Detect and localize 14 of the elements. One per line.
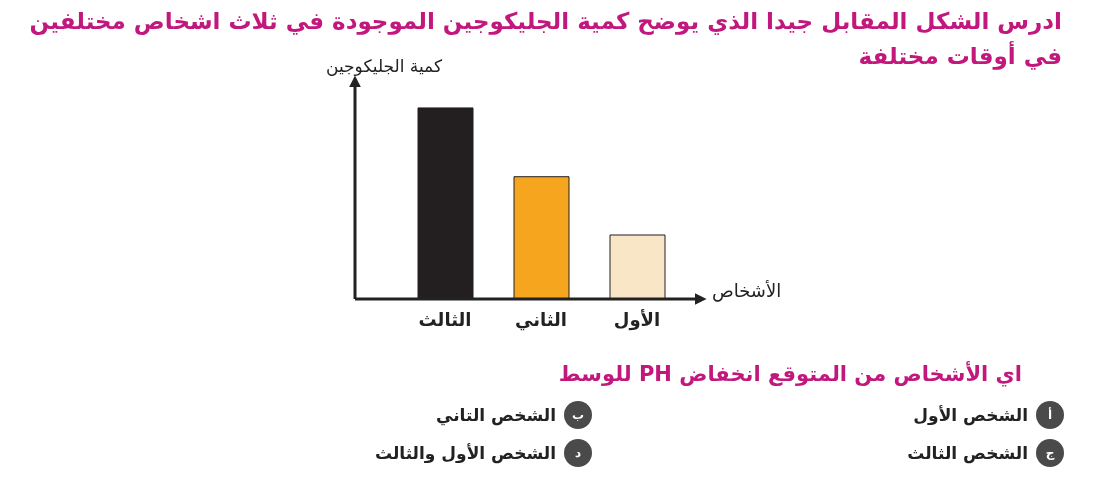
x-axis-title: الأشخاص	[712, 280, 782, 301]
letter-badge: ب	[564, 401, 592, 429]
letter-badge: ج	[1036, 439, 1064, 467]
text: الشخص الأول	[913, 404, 1028, 427]
letter-badge: د	[564, 439, 592, 467]
y-axis-title: كمية الجليكوجين	[326, 56, 442, 76]
x-tick-label: الأول	[613, 308, 661, 331]
text: الشخص التاني	[436, 404, 556, 427]
text: اي الأشخاص من المتوقع انخفاض PH للوسط	[558, 362, 1022, 386]
x-tick-label: الثالث	[418, 308, 472, 330]
letter-badge: أ	[1036, 401, 1064, 429]
text: الشخص الثالث	[907, 442, 1028, 465]
text: الشخص الأول والثالث	[374, 442, 556, 465]
x-tick-label: الثاني	[514, 308, 568, 331]
